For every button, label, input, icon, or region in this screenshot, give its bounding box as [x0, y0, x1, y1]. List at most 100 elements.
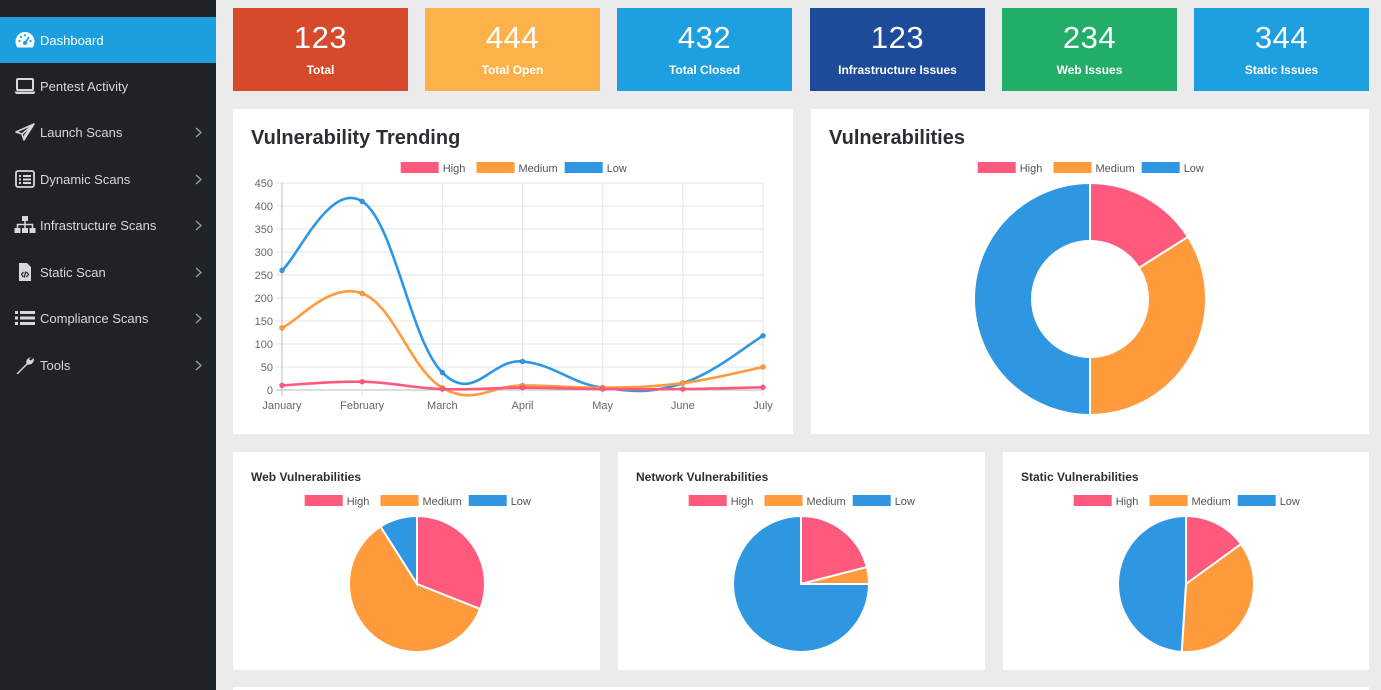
- legend-label-medium: Medium: [1192, 496, 1231, 508]
- stat-card-total[interactable]: 123 Total: [233, 8, 408, 91]
- pie-slice-medium: [348, 525, 482, 653]
- web-vulnerabilities-panel: Web Vulnerabilities High Medium Low: [233, 452, 600, 670]
- series-point-high: [439, 386, 446, 392]
- chevron-right-icon: [188, 313, 208, 324]
- legend-swatch-medium: [1053, 162, 1092, 173]
- stat-card-total-closed[interactable]: 432 Total Closed: [617, 8, 792, 91]
- sidebar-item-dynamic-scans[interactable]: Dynamic Scans: [0, 156, 216, 202]
- chart-legend: High Medium Low: [1073, 495, 1300, 508]
- legend-swatch-low: [468, 495, 507, 506]
- series-point-low: [359, 198, 366, 205]
- sidebar-item-infrastructure-scans[interactable]: Infrastructure Scans: [0, 202, 216, 248]
- x-tick-label: February: [340, 400, 385, 412]
- panel-title: Vulnerabilities: [829, 127, 965, 149]
- x-tick-label: June: [671, 400, 695, 412]
- series-point-high: [359, 378, 366, 385]
- legend-swatch-low: [1237, 495, 1276, 506]
- series-point-medium: [359, 290, 366, 297]
- legend-swatch-medium: [380, 495, 419, 506]
- chevron-right-icon: [188, 127, 208, 138]
- series-point-medium: [279, 324, 285, 331]
- laptop-icon: [12, 76, 38, 96]
- x-tick-label: January: [262, 400, 302, 412]
- sidebar-item-tools[interactable]: Tools: [0, 342, 216, 388]
- y-tick-label: 300: [255, 247, 273, 259]
- vulnerability-trending-chart[interactable]: High Medium Low 0 50 100 150 200 250 300 350 400 450…: [233, 109, 793, 434]
- x-tick-label: July: [753, 400, 773, 412]
- legend-label-low: Low: [511, 496, 531, 508]
- pie-slice-medium: [1089, 235, 1207, 417]
- wrench-icon: [12, 355, 38, 375]
- sidebar-item-label: Compliance Scans: [40, 310, 149, 326]
- y-tick-label: 350: [255, 224, 273, 236]
- pie-slice-high: [416, 514, 486, 611]
- chevron-right-icon: [188, 174, 208, 185]
- series-point-high: [760, 384, 766, 391]
- sidebar-item-label: Infrastructure Scans: [40, 217, 157, 233]
- sidebar-item-label: Static Scan: [40, 264, 106, 280]
- legend-swatch-high: [688, 495, 727, 506]
- sidebar-item-label: Pentest Activity: [40, 78, 129, 94]
- series-point-low: [519, 358, 526, 365]
- stat-label: Total Closed: [668, 63, 741, 77]
- stat-card-web-issues[interactable]: 234 Web Issues: [1002, 8, 1177, 91]
- series-point-high: [679, 386, 686, 392]
- sitemap-icon: [12, 215, 38, 235]
- legend-label-medium: Medium: [519, 163, 558, 175]
- chevron-right-icon: [188, 220, 208, 231]
- panel-title: Network Vulnerabilities: [636, 470, 769, 484]
- web-vulnerabilities-pie-chart[interactable]: High Medium Low: [233, 452, 600, 670]
- stat-label: Total Open: [481, 63, 544, 77]
- network-vulnerabilities-pie-chart[interactable]: High Medium Low: [618, 452, 985, 670]
- legend-swatch-high: [400, 162, 439, 173]
- y-tick-label: 200: [255, 293, 273, 305]
- series-point-medium: [679, 380, 686, 386]
- legend-label-low: Low: [895, 496, 915, 508]
- pie-slice-low: [1117, 514, 1187, 653]
- legend-swatch-low: [564, 162, 603, 173]
- y-tick-label: 400: [255, 201, 273, 213]
- legend-label-high: High: [1116, 496, 1139, 508]
- series-point-high: [519, 384, 526, 391]
- sidebar-item-pentest-activity[interactable]: Pentest Activity: [0, 63, 216, 109]
- legend-label-high: High: [347, 496, 370, 508]
- legend-label-high: High: [731, 496, 754, 508]
- sidebar-item-launch-scans[interactable]: Launch Scans: [0, 109, 216, 155]
- legend-label-medium: Medium: [1096, 163, 1135, 175]
- legend-swatch-medium: [764, 495, 803, 506]
- x-tick-label: March: [427, 400, 458, 412]
- sidebar-item-label: Dashboard: [40, 32, 104, 48]
- y-tick-label: 450: [255, 178, 273, 190]
- series-point-low: [760, 332, 766, 339]
- x-tick-label: April: [511, 400, 533, 412]
- chevron-right-icon: [188, 360, 208, 371]
- stat-label: Static Issues: [1244, 63, 1319, 77]
- sidebar-item-dashboard[interactable]: Dashboard: [0, 17, 216, 63]
- sidebar-item-compliance-scans[interactable]: Compliance Scans: [0, 295, 216, 341]
- stat-value: 123: [293, 20, 348, 55]
- static-vulnerabilities-pie-chart[interactable]: High Medium Low: [1003, 452, 1369, 670]
- stat-value: 234: [1062, 20, 1117, 55]
- pie-slice-low: [973, 181, 1091, 417]
- stat-value: 123: [870, 20, 925, 55]
- pie-slice-low: [379, 514, 418, 588]
- series-point-low: [439, 369, 446, 376]
- pie-slice-low: [732, 514, 871, 653]
- stat-card-infrastructure-issues[interactable]: 123 Infrastructure Issues: [810, 8, 985, 91]
- stat-card-static-issues[interactable]: 344 Static Issues: [1194, 8, 1369, 91]
- sidebar-item-static-scan[interactable]: Static Scan: [0, 249, 216, 295]
- stat-card-total-open[interactable]: 444 Total Open: [425, 8, 600, 91]
- panel-title: Vulnerability Trending: [251, 127, 461, 149]
- stat-label: Total: [306, 63, 335, 77]
- chart-grid: [276, 182, 764, 396]
- network-vulnerabilities-panel: Network Vulnerabilities High Medium Low: [618, 452, 985, 670]
- legend-swatch-high: [1073, 495, 1112, 506]
- vulnerabilities-donut-chart[interactable]: High Medium Low: [811, 109, 1369, 434]
- y-tick-label: 150: [255, 316, 273, 328]
- legend-swatch-high: [304, 495, 343, 506]
- vulnerability-trending-panel: Vulnerability Trending High Medium Low 0 50 1…: [233, 109, 793, 434]
- legend-label-medium: Medium: [807, 496, 846, 508]
- pie-slice-high: [800, 514, 869, 586]
- chart-legend: High Medium Low: [688, 495, 915, 508]
- legend-swatch-medium: [476, 162, 515, 173]
